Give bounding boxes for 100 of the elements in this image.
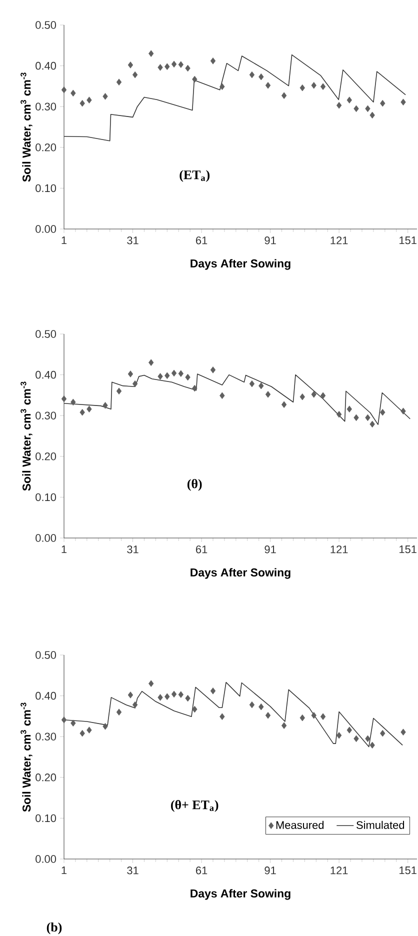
point [300, 714, 305, 722]
point [171, 690, 177, 698]
annotation: (θ) [187, 479, 202, 491]
point [61, 395, 67, 402]
point [132, 71, 138, 78]
point [220, 392, 225, 399]
point [400, 98, 406, 106]
y-tick-label: 0.20 [36, 144, 56, 152]
point [132, 380, 138, 388]
x-tick-label: 1 [62, 236, 67, 244]
point [192, 76, 198, 83]
point [148, 680, 154, 687]
point [102, 723, 108, 730]
legend-label: Simulated [356, 820, 404, 829]
point [311, 390, 316, 398]
point [365, 735, 370, 742]
x-tick-label: 151 [400, 866, 416, 874]
point [265, 712, 271, 719]
point [102, 402, 108, 409]
point [380, 730, 386, 737]
point [249, 380, 255, 388]
point [178, 691, 184, 698]
point [365, 105, 370, 112]
y-tick-label: 0.00 [36, 225, 56, 233]
point [210, 366, 216, 374]
point [102, 93, 108, 100]
point [336, 410, 342, 418]
y-tick-label: 0.50 [36, 330, 56, 338]
x-tick-label: 121 [330, 236, 348, 244]
annotation: (ET$_{a}$) [180, 170, 210, 182]
x-tick-label: 121 [330, 546, 348, 554]
point [164, 63, 170, 70]
point [61, 716, 67, 724]
point [185, 64, 190, 72]
point [70, 398, 76, 406]
point [192, 706, 198, 713]
point [86, 726, 92, 734]
x-tick-label: 91 [264, 546, 276, 554]
point [86, 406, 92, 412]
point [311, 82, 316, 89]
point [300, 393, 305, 400]
point [128, 692, 134, 698]
point [354, 414, 359, 422]
point [336, 732, 342, 739]
line-series [64, 374, 411, 425]
point [148, 359, 154, 366]
point [80, 408, 85, 416]
point [281, 722, 287, 729]
point [400, 728, 406, 736]
point [61, 86, 67, 94]
point [258, 382, 264, 390]
y-tick-label: 0.40 [36, 62, 56, 70]
y-tick-label: 0.30 [36, 102, 56, 110]
y-tick-label: 0.10 [36, 814, 56, 822]
y-tick-label: 0.40 [36, 692, 56, 700]
point [128, 370, 134, 378]
point [265, 390, 271, 398]
point [210, 58, 216, 64]
point [365, 414, 370, 422]
x-tick-label: 61 [196, 236, 208, 244]
x-tick-label: 91 [264, 866, 276, 874]
x-axis-title: Days After Sowing [190, 259, 290, 270]
y-axis-title: Soil Water, cm$^{3}$ cm$^{-3}$ [20, 72, 32, 182]
annotation: (θ+ ET$_{a}$) [171, 800, 218, 812]
point [80, 100, 85, 107]
x-axis-title: Days After Sowing [190, 568, 290, 579]
y-tick-label: 0.50 [36, 21, 56, 29]
text: (b) [46, 922, 62, 934]
point [281, 92, 287, 99]
point [320, 392, 326, 399]
x-tick-label: 151 [400, 546, 416, 554]
point [220, 713, 225, 720]
y-tick-label: 0.10 [36, 184, 56, 192]
y-tick-label: 0.00 [36, 855, 56, 863]
point [116, 78, 122, 86]
legend-label: Measured [276, 820, 324, 829]
point [185, 374, 190, 381]
point [220, 83, 225, 90]
y-tick-label: 0.20 [36, 774, 56, 782]
y-tick-label: 0.40 [36, 370, 56, 379]
point [346, 726, 352, 734]
point [336, 102, 342, 109]
y-tick-label: 0.10 [36, 493, 56, 502]
point [192, 384, 198, 392]
y-tick-label: 0.00 [36, 534, 56, 542]
point [164, 372, 170, 380]
x-tick-label: 1 [62, 866, 67, 874]
point [249, 71, 255, 78]
point [158, 373, 163, 380]
point [86, 96, 92, 104]
point [258, 73, 264, 80]
y-axis-title: Soil Water, cm$^{3}$ cm$^{-3}$ [20, 702, 32, 812]
point [164, 693, 170, 700]
x-tick-label: 1 [62, 546, 67, 554]
point [185, 694, 190, 702]
point [210, 688, 216, 694]
point [70, 720, 76, 727]
point [132, 701, 138, 708]
x-tick-label: 31 [127, 236, 138, 244]
x-tick-label: 31 [127, 866, 138, 874]
